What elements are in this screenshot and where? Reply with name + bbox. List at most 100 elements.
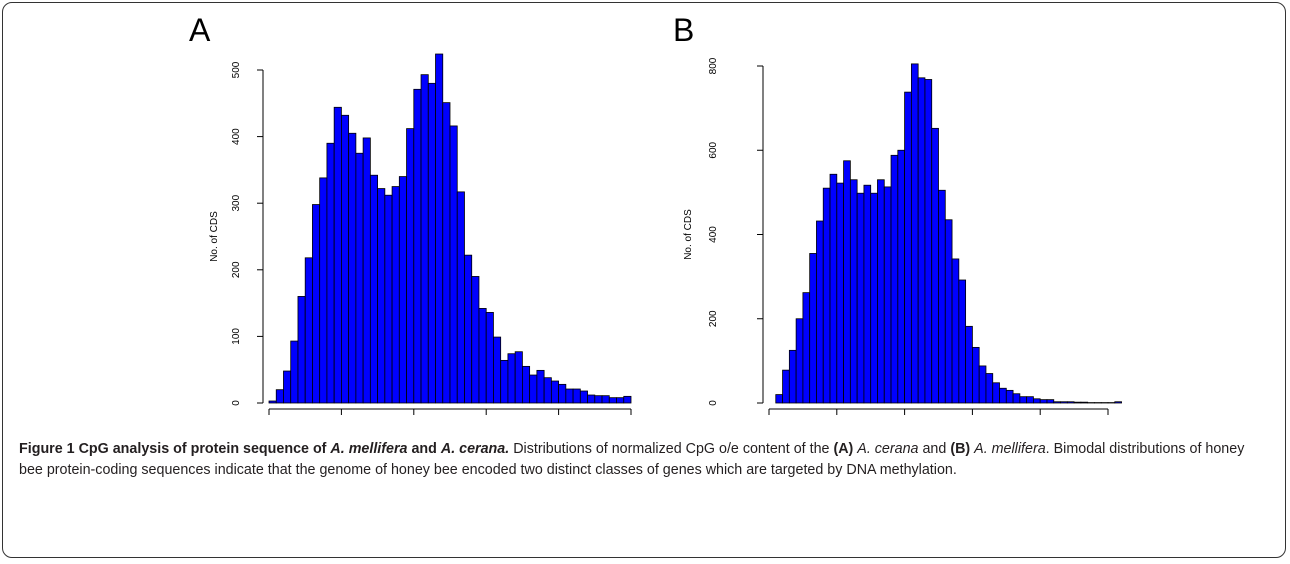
histogram-bar-b xyxy=(795,318,804,404)
histogram-bar-b xyxy=(890,154,899,404)
histogram-bar-b xyxy=(904,91,912,404)
histogram-bar-b xyxy=(829,173,838,404)
histogram-bar-a xyxy=(464,254,473,404)
histogram-bar-a xyxy=(514,351,523,404)
histogram-bar-b xyxy=(1053,401,1061,404)
histogram-bar-a xyxy=(435,53,444,404)
histogram-bar-a xyxy=(587,394,596,404)
caption-species-b: A. mellifera xyxy=(974,441,1046,457)
histogram-bar-b xyxy=(985,373,994,404)
histogram-bar-a xyxy=(478,308,487,404)
histogram-bar-b xyxy=(1033,398,1041,404)
panel-letter-a: A xyxy=(189,12,211,48)
histogram-bar-b xyxy=(870,192,878,404)
histogram-bar-a xyxy=(471,276,480,404)
histogram-bar-a xyxy=(348,132,357,404)
histogram-bar-a xyxy=(601,395,610,404)
caption-species-1: A. mellifera xyxy=(330,441,408,457)
histogram-bar-a xyxy=(268,400,277,404)
histogram-bar-a xyxy=(579,390,588,404)
histogram-bar-b xyxy=(1066,401,1075,404)
histogram-bar-a xyxy=(377,188,386,404)
histogram-bar-a xyxy=(355,152,364,404)
histogram-bar-a xyxy=(406,128,415,404)
caption-title: Figure 1 CpG analysis of protein sequenc… xyxy=(19,441,331,457)
y-tick-label: 0 xyxy=(231,400,242,406)
histogram-bar-a xyxy=(507,353,516,404)
histogram-bar-b xyxy=(856,192,865,404)
y-tick-label: 0 xyxy=(708,400,719,406)
histogram-bar-a xyxy=(456,191,465,404)
histogram-bar-a xyxy=(283,370,292,404)
y-tick-label: 400 xyxy=(231,128,242,145)
histogram-bar-a xyxy=(413,88,422,404)
histogram-bar-a xyxy=(543,377,552,404)
histogram-bar-b xyxy=(897,149,906,404)
y-axis-title-b: No. of CDS xyxy=(683,209,694,260)
histogram-bar-b xyxy=(944,219,953,404)
caption-text-1: Distributions of normalized CpG o/e cont… xyxy=(509,441,834,457)
histogram-bar-b xyxy=(775,394,783,404)
histogram-bar-a xyxy=(536,369,545,404)
figure-caption: Figure 1 CpG analysis of protein sequenc… xyxy=(19,439,1271,481)
histogram-bar-b xyxy=(958,279,967,404)
histogram-bar-a xyxy=(420,74,429,404)
histogram-bar-b xyxy=(782,369,790,404)
histogram-panel-b: B 0.00.51.01.52.02.50200400600800CpG O/E… xyxy=(673,12,1122,415)
histogram-bar-a xyxy=(500,359,509,404)
histogram-bar-a xyxy=(558,383,567,404)
histogram-bar-b xyxy=(978,365,987,404)
histogram-bar-b xyxy=(802,292,811,404)
panel-letter-b: B xyxy=(673,12,694,48)
histogram-bar-b xyxy=(849,179,858,404)
histogram-bar-b xyxy=(971,346,980,404)
histogram-bar-a xyxy=(565,388,574,404)
histogram-bar-b xyxy=(877,179,885,404)
histogram-bar-a xyxy=(319,177,328,404)
histogram-bar-a xyxy=(550,380,559,404)
histogram-bar-b xyxy=(1046,399,1055,404)
histogram-bar-a xyxy=(312,204,321,404)
histogram-bar-a xyxy=(594,395,603,404)
caption-and: and xyxy=(407,441,441,457)
histogram-panel-a: A 0.00.51.01.52.02.50100200300400500CpG … xyxy=(189,12,632,415)
caption-text-3: . Bimodal distributions of honey bee pro… xyxy=(19,441,1245,478)
histogram-bar-b xyxy=(816,220,824,404)
histogram-bar-b xyxy=(1060,401,1068,404)
histogram-bar-b xyxy=(965,325,973,404)
histogram-bar-b xyxy=(938,189,946,404)
histogram-bar-b xyxy=(809,253,817,404)
histogram-bar-b xyxy=(917,77,926,404)
histogram-bar-a xyxy=(485,312,494,404)
histogram-bar-b xyxy=(863,184,872,404)
histogram-bar-b xyxy=(1114,401,1122,404)
y-tick-label: 800 xyxy=(708,57,719,74)
histogram-bar-b xyxy=(1039,399,1048,404)
histogram-bar-a xyxy=(493,336,502,404)
histogram-bar-b xyxy=(924,79,933,404)
histogram-bar-a xyxy=(326,142,335,404)
y-tick-label: 200 xyxy=(708,310,719,327)
caption-label-b: (B) xyxy=(950,441,971,457)
histogram-bar-b xyxy=(788,349,797,404)
histogram-bar-a xyxy=(304,257,313,404)
histogram-bar-b xyxy=(883,186,892,404)
y-tick-label: 100 xyxy=(231,328,242,345)
histogram-bar-b xyxy=(992,382,1000,404)
histogram-bar-a xyxy=(369,174,378,404)
histogram-bar-a xyxy=(398,176,407,404)
histogram-bar-b xyxy=(822,187,831,404)
histogram-bar-a xyxy=(340,114,350,404)
caption-text-2: and xyxy=(918,441,951,457)
histogram-bar-a xyxy=(442,102,451,404)
y-tick-label: 600 xyxy=(708,141,719,158)
histogram-bar-a xyxy=(616,397,625,404)
histogram-bar-a xyxy=(522,365,531,404)
caption-species-a: A. cerana xyxy=(857,441,919,457)
histogram-bar-a xyxy=(608,397,617,404)
histogram-bar-b xyxy=(910,63,919,404)
histogram-bar-a xyxy=(275,389,284,404)
y-tick-label: 500 xyxy=(231,61,242,78)
histogram-bar-a xyxy=(290,340,299,404)
